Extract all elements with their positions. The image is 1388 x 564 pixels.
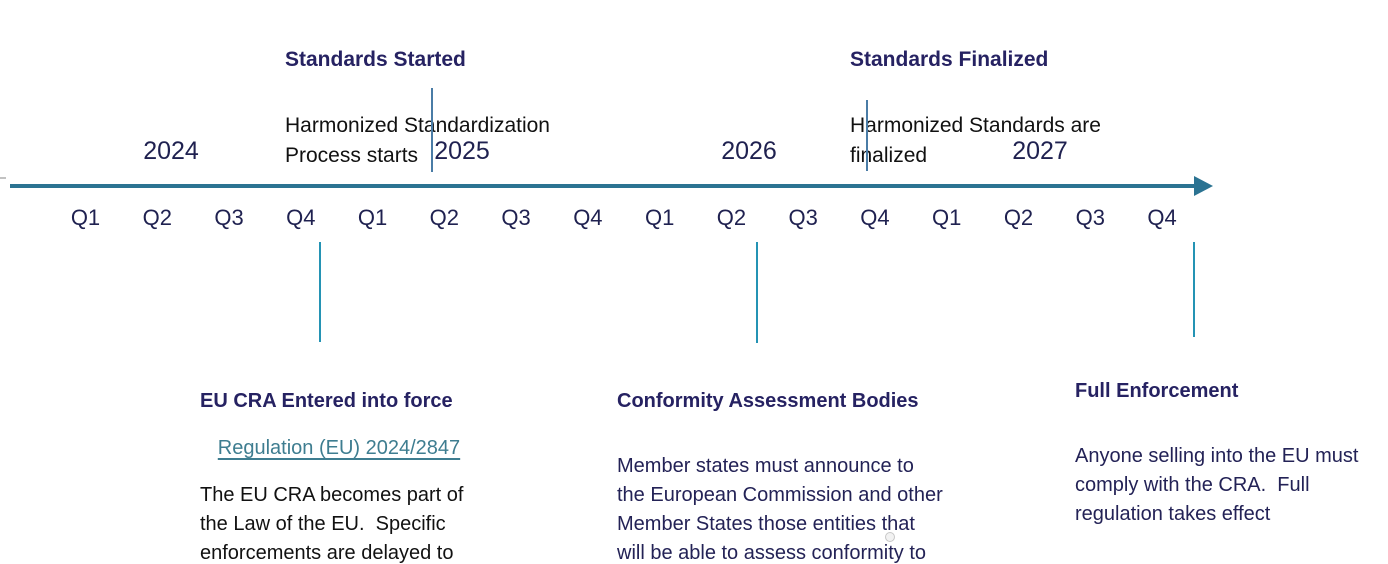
- connector-standards-started-line: [431, 88, 433, 172]
- year-label-2027: 2027: [1012, 137, 1068, 165]
- connector-standards-finalized-line: [866, 100, 868, 171]
- quarter-label-7-Q3: Q3: [501, 205, 531, 230]
- conformity-body: Member states must announce to the Europ…: [617, 455, 943, 564]
- year-label-2026: 2026: [721, 137, 777, 165]
- annotation-eu-cra-entered: EU CRA Entered into force Regulation (EU…: [200, 351, 463, 564]
- standards-finalized-title: Standards Finalized: [850, 48, 1049, 71]
- standards-started-title: Standards Started: [285, 48, 466, 71]
- quarter-label-1-Q1: Q1: [70, 205, 101, 230]
- quarter-label-14-Q2: Q2: [1003, 205, 1034, 230]
- annotation-full-enforcement: Full Enforcement Anyone selling into the…: [1075, 341, 1359, 564]
- quarter-label-11-Q3: Q3: [788, 205, 818, 230]
- regulation-link[interactable]: Regulation (EU) 2024/2847: [217, 437, 461, 459]
- annotation-standards-finalized: Standards Finalized Harmonized Standards…: [850, 9, 1101, 207]
- quarter-label-8-Q4: Q4: [573, 205, 603, 230]
- quarter-label-12-Q4: Q4: [860, 205, 890, 230]
- quarter-label-13-Q1: Q1: [932, 205, 962, 230]
- connector-conformity-line: [756, 242, 758, 343]
- standards-started-body: Harmonized Standardization Process start…: [285, 114, 550, 167]
- standards-finalized-body: Harmonized Standards are finalized: [850, 114, 1101, 167]
- full-enforcement-title: Full Enforcement: [1075, 380, 1239, 402]
- full-enforcement-body: Anyone selling into the EU must comply w…: [1075, 445, 1359, 525]
- quarter-label-3-Q3: Q3: [214, 205, 244, 230]
- year-label-2025: 2025: [434, 137, 490, 165]
- timeline-axis: [10, 184, 1198, 188]
- quarter-label-15-Q3: Q3: [1075, 205, 1105, 230]
- timeline-arrowhead-icon: [1194, 176, 1213, 196]
- quarter-label-5-Q1: Q1: [357, 205, 388, 230]
- quarter-label-16-Q4: Q4: [1147, 205, 1177, 230]
- annotation-conformity-bodies: Conformity Assessment Bodies Member stat…: [617, 351, 943, 564]
- conformity-title: Conformity Assessment Bodies: [617, 390, 919, 412]
- connector-eu-cra-line: [319, 242, 321, 342]
- connector-full-enforcement-line: [1193, 242, 1195, 337]
- left-edge-artifact: [0, 177, 6, 179]
- eu-cra-title: EU CRA Entered into force: [200, 390, 453, 412]
- eu-cra-body: The EU CRA becomes part of the Law of th…: [200, 484, 464, 564]
- quarter-label-4-Q4: Q4: [286, 205, 316, 230]
- year-label-2024: 2024: [143, 137, 199, 165]
- quarter-label-10-Q2: Q2: [716, 205, 747, 230]
- quarter-label-2-Q2: Q2: [142, 205, 172, 230]
- annotation-standards-started: Standards Started Harmonized Standardiza…: [285, 9, 550, 207]
- quarter-label-6-Q2: Q2: [429, 205, 460, 230]
- small-dot-artifact: [885, 532, 895, 542]
- quarter-label-9-Q1: Q1: [644, 205, 675, 230]
